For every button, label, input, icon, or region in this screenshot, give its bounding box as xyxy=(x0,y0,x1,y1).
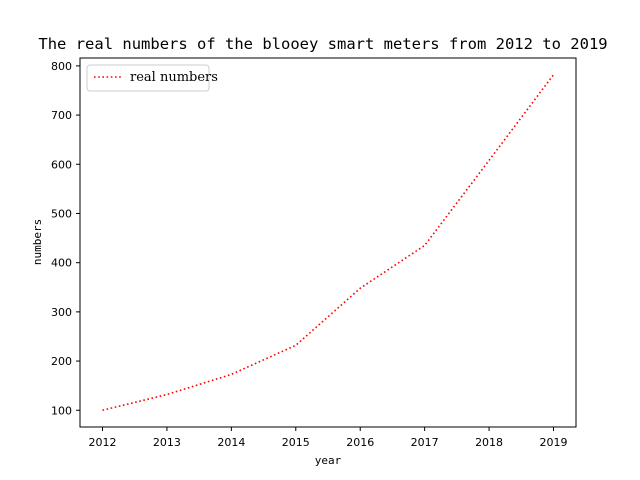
x-tick-label: 2017 xyxy=(411,436,439,449)
x-tick-label: 2019 xyxy=(540,436,568,449)
y-axis-ticks: 100 200 300 400 500 600 700 800 xyxy=(51,60,80,417)
x-axis-label: year xyxy=(315,454,342,467)
y-tick-label: 700 xyxy=(51,109,72,122)
chart-title: The real numbers of the blooey smart met… xyxy=(38,35,607,53)
x-tick-label: 2015 xyxy=(282,436,310,449)
y-tick-label: 200 xyxy=(51,355,72,368)
x-tick-label: 2013 xyxy=(153,436,181,449)
legend-label-real-numbers: real numbers xyxy=(130,70,218,85)
y-tick-label: 400 xyxy=(51,257,72,270)
legend-box xyxy=(86,64,210,92)
y-tick-label: 600 xyxy=(51,158,72,171)
x-axis-ticks: 2012 2013 2014 2015 2016 2017 2018 2019 xyxy=(89,427,568,449)
y-tick-label: 100 xyxy=(51,404,72,417)
y-axis-label: numbers xyxy=(31,219,44,265)
x-tick-label: 2012 xyxy=(89,436,117,449)
series-group xyxy=(102,74,555,412)
x-tick-label: 2016 xyxy=(346,436,374,449)
series-line-real-numbers xyxy=(102,74,555,412)
x-tick-label: 2014 xyxy=(217,436,245,449)
plot-area-frame xyxy=(79,57,577,428)
x-tick-label: 2018 xyxy=(475,436,503,449)
y-tick-label: 800 xyxy=(51,60,72,73)
y-tick-label: 500 xyxy=(51,207,72,220)
legend: real numbers xyxy=(86,64,218,92)
y-tick-label: 300 xyxy=(51,306,72,319)
